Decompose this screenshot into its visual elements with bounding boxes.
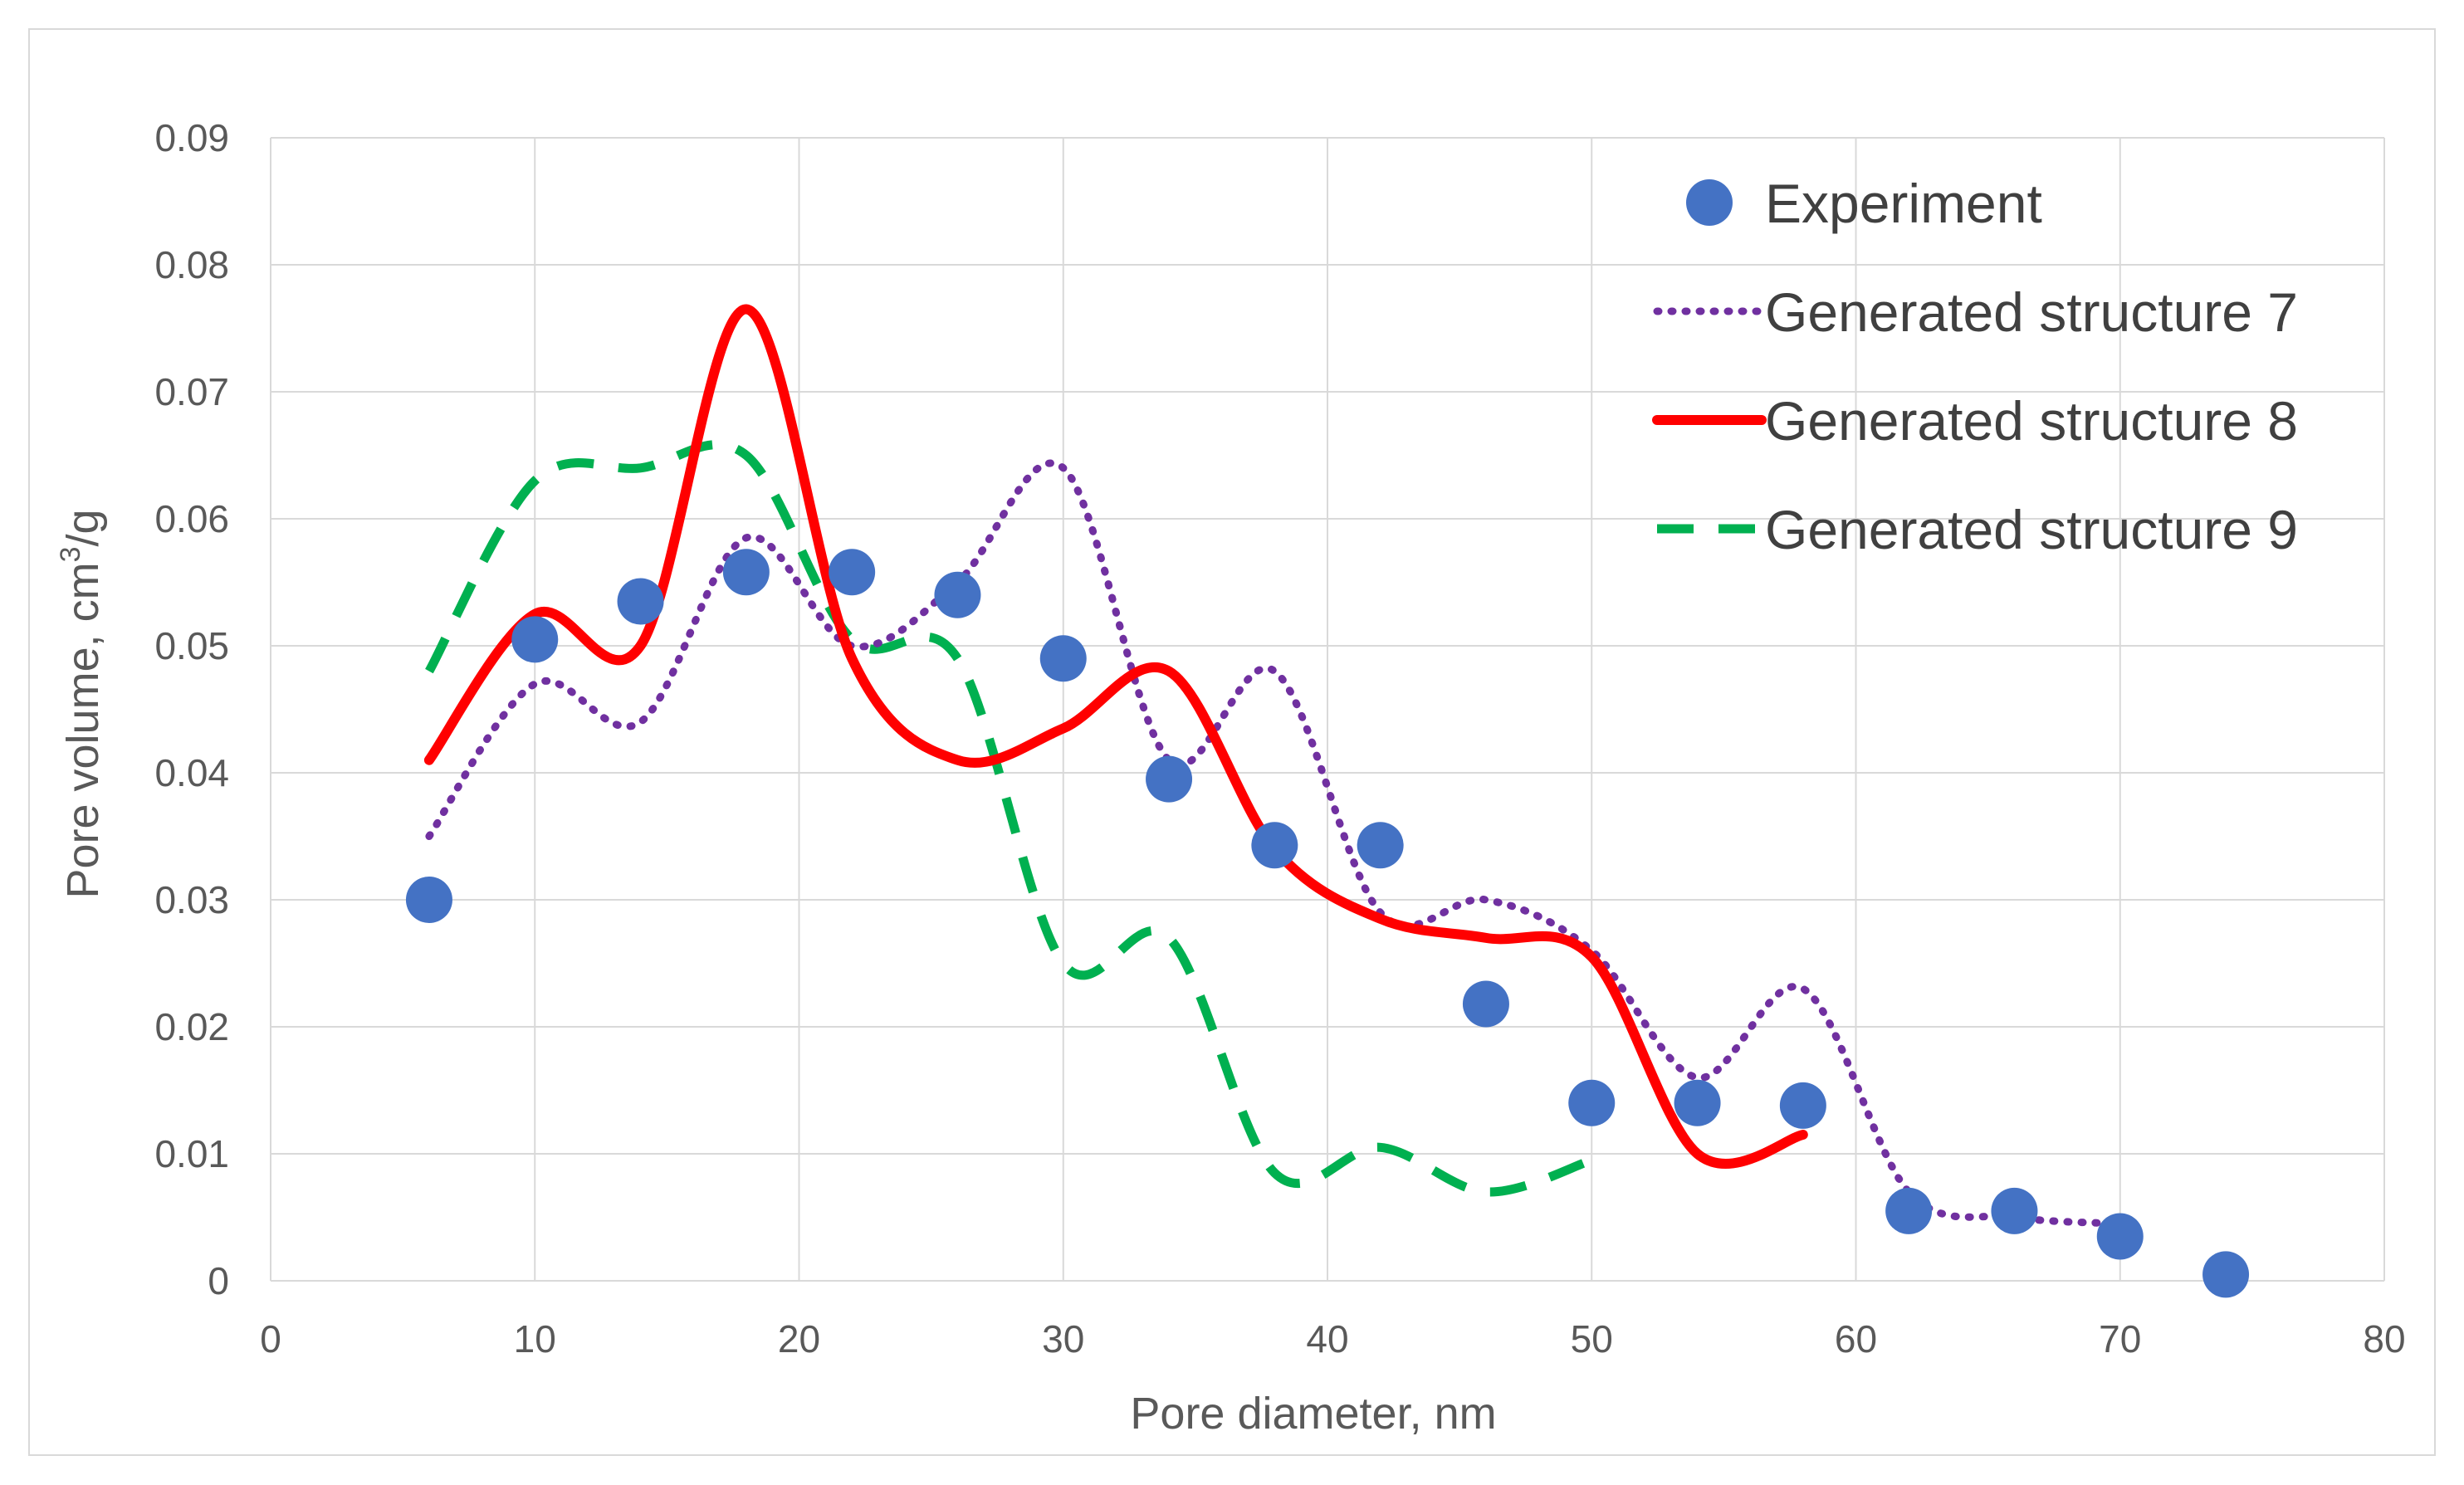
tick-labels: 0 10 20 30 40 50 60 70 80 0 0.01 0.02 0.03 0.04 0.05 0.… <box>154 116 2405 1360</box>
y-tick-label: 0 <box>208 1259 229 1302</box>
series <box>423 304 2124 1228</box>
x-tick-label: 80 <box>2363 1317 2405 1360</box>
grid <box>270 137 2385 1282</box>
experiment-point <box>405 877 452 923</box>
x-tick-label: 40 <box>1306 1317 1348 1360</box>
chart-frame: 0 10 20 30 40 50 60 70 80 0 0.01 0.02 0.03 0.04 0.05 0.… <box>28 28 2436 1456</box>
y-axis-title-superscript: 3 <box>55 546 86 562</box>
chart-svg: 0 10 20 30 40 50 60 70 80 0 0.01 0.02 0.03 0.04 0.05 0.… <box>55 116 2406 1439</box>
legend: Experiment Generated structure 7 Generated… <box>1652 173 2298 560</box>
experiment-point <box>2202 1251 2250 1298</box>
experiment-point <box>1146 755 1193 803</box>
legend-marker-experiment <box>1686 179 1733 226</box>
experiment-point <box>934 571 981 618</box>
experiment-point <box>1462 980 1509 1028</box>
experiment-point <box>2096 1213 2144 1260</box>
y-tick-label: 0.03 <box>154 878 229 921</box>
series-line-1 <box>425 459 2124 1228</box>
x-tick-label: 70 <box>2099 1317 2141 1360</box>
markers <box>405 549 2250 1298</box>
x-tick-label: 30 <box>1042 1317 1084 1360</box>
experiment-point <box>1991 1187 2038 1234</box>
legend-label: Generated structure 9 <box>1765 499 2298 560</box>
y-axis-title: Pore volume, cm3/g <box>55 509 108 898</box>
y-axis-title-main: Pore volume, cm <box>58 562 108 898</box>
experiment-point <box>1039 635 1087 682</box>
experiment-point <box>1779 1082 1826 1129</box>
legend-label: Generated structure 7 <box>1765 281 2298 343</box>
experiment-point <box>511 616 559 663</box>
experiment-point <box>829 549 876 596</box>
y-tick-label: 0.09 <box>154 116 229 159</box>
y-tick-label: 0.08 <box>154 243 229 286</box>
legend-label: Generated structure 8 <box>1765 390 2298 452</box>
x-tick-label: 60 <box>1835 1317 1877 1360</box>
y-tick-label: 0.01 <box>154 1132 229 1175</box>
experiment-point <box>1674 1079 1721 1126</box>
y-tick-label: 0.06 <box>154 497 229 540</box>
y-tick-label: 0.04 <box>154 751 229 794</box>
y-tick-label: 0.05 <box>154 624 229 667</box>
legend-label: Experiment <box>1765 173 2042 234</box>
experiment-point <box>1251 822 1298 869</box>
series-line-2 <box>423 304 1808 1169</box>
experiment-point <box>617 578 664 625</box>
experiment-point <box>722 549 770 596</box>
x-tick-label: 0 <box>260 1317 281 1360</box>
x-axis-title: Pore diameter, nm <box>1130 1389 1496 1439</box>
y-tick-label: 0.02 <box>154 1005 229 1048</box>
x-tick-label: 50 <box>1571 1317 1613 1360</box>
x-tick-label: 10 <box>514 1317 556 1360</box>
y-axis-title-unit: /g <box>58 509 108 546</box>
x-tick-label: 20 <box>778 1317 820 1360</box>
experiment-point <box>1885 1187 1933 1234</box>
experiment-point <box>1568 1079 1616 1126</box>
y-tick-label: 0.07 <box>154 370 229 413</box>
experiment-point <box>1357 822 1404 869</box>
series-line-3 <box>425 440 1594 1197</box>
